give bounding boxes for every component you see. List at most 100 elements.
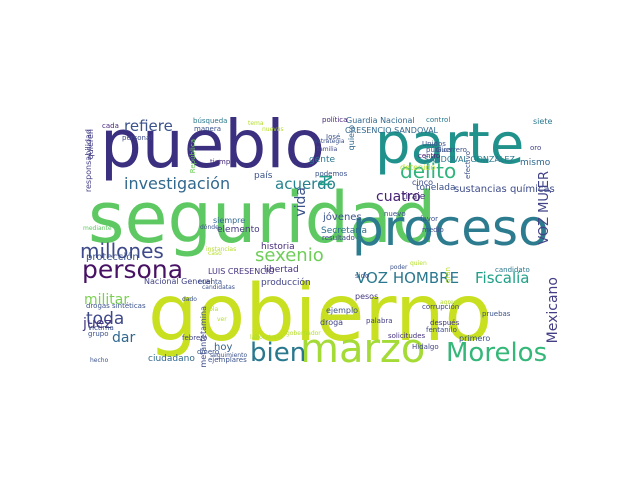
cloud-word: cuatro: [376, 189, 421, 205]
cloud-word: fentanilo: [426, 326, 457, 334]
word-cloud: gobierno seguridad pueblo parte proceso …: [80, 111, 560, 369]
cloud-word: marzo: [300, 326, 426, 369]
cloud-word: protección: [86, 252, 139, 263]
cloud-word: pueblo: [100, 111, 325, 183]
cloud-word: oro: [530, 144, 542, 152]
cloud-word: palabra: [366, 317, 393, 325]
cloud-word: agregó: [440, 299, 461, 306]
cloud-word: después: [430, 319, 460, 327]
cloud-word: nuevas: [262, 126, 284, 133]
cloud-word: democracia: [80, 139, 84, 227]
cloud-word: droga: [320, 318, 344, 327]
cloud-word: tema: [248, 120, 264, 127]
cloud-word: personal: [122, 134, 153, 142]
cloud-word: sustancias químicas: [454, 184, 555, 195]
cloud-word: VOZ MUJER: [537, 171, 552, 245]
cloud-word: historia: [261, 242, 295, 252]
cloud-word: siete: [533, 117, 553, 126]
cloud-word: drogas sintéticas: [86, 302, 146, 310]
cloud-word: VOZ HOMBRE: [356, 269, 460, 287]
cloud-word: cada: [102, 122, 119, 130]
cloud-word: ciudadano: [148, 354, 195, 364]
cloud-word: pública: [426, 146, 452, 154]
cloud-word: seguimiento: [210, 352, 248, 359]
cloud-word: gran: [444, 267, 452, 284]
cloud-word: estrategia: [314, 138, 345, 145]
cloud-word: pruebas: [482, 310, 511, 318]
cloud-word: medio: [422, 226, 444, 234]
cloud-word: sido: [355, 272, 370, 280]
cloud-word: favor: [420, 215, 439, 223]
cloud-word: candidato: [495, 266, 530, 274]
cloud-word: primero: [459, 334, 491, 343]
cloud-word: grupo: [88, 330, 109, 338]
cloud-word: siempre: [213, 216, 246, 225]
cloud-word: investigación: [124, 174, 231, 193]
cloud-word: solicitudes: [388, 332, 426, 340]
cloud-word: familia: [317, 146, 338, 153]
cloud-word: pesos: [355, 292, 379, 301]
cloud-word: bien: [250, 338, 307, 368]
cloud-word: gobernador: [286, 330, 321, 337]
cloud-word: instancias: [206, 246, 237, 253]
cloud-word: cinco: [412, 178, 433, 187]
cloud-word: sola: [206, 306, 219, 313]
cloud-word: producción: [261, 278, 311, 288]
cloud-word: Hidalgo: [412, 343, 439, 351]
cloud-word: candidatas: [202, 284, 235, 291]
cloud-word: Morelos: [446, 338, 548, 368]
cloud-word: país: [254, 171, 273, 181]
cloud-word: Unidos: [422, 140, 446, 148]
cloud-word: dónde: [200, 224, 219, 231]
cloud-word: responsabilidad: [84, 129, 93, 193]
cloud-word: LUIS CRESENCIO: [208, 267, 275, 276]
cloud-word: laboratorio: [250, 334, 283, 341]
cloud-word: toda: [86, 309, 125, 329]
cloud-word: febrero: [182, 334, 208, 342]
cloud-word: Guerrero: [436, 146, 467, 154]
cloud-word: mediante: [83, 225, 112, 232]
cloud-word: ver: [217, 316, 227, 323]
cloud-word: manera: [194, 125, 222, 133]
cloud-word: Secretaría: [321, 226, 367, 236]
cloud-word: Mexicano: [545, 277, 560, 344]
cloud-word: hecho: [90, 357, 109, 364]
cloud-word: tonelada: [416, 183, 456, 193]
cloud-word: persona: [82, 255, 184, 284]
cloud-word: dar: [112, 330, 136, 346]
cloud-word: CRESENCIO SANDOVAL: [345, 126, 438, 135]
cloud-word: República: [189, 139, 197, 174]
cloud-word: política: [322, 116, 348, 124]
cloud-word: caso: [208, 250, 222, 257]
cloud-word: ejemplares: [208, 356, 247, 364]
cloud-word: Fiscalía: [475, 269, 530, 287]
cloud-word: dado: [182, 296, 197, 303]
cloud-word: millones: [80, 239, 164, 263]
cloud-word: José: [326, 133, 341, 141]
cloud-word: poder: [390, 264, 408, 271]
cloud-word: podemos: [315, 170, 348, 178]
cloud-word: jóvenes: [323, 212, 362, 223]
cloud-word: seguridad: [88, 177, 437, 259]
cloud-word: resultado: [322, 234, 355, 242]
cloud-word: búsqueda: [193, 117, 228, 125]
cloud-word: gobierno: [148, 269, 493, 359]
cloud-word: SANDOVAL GONZÁLEZ: [424, 155, 515, 164]
cloud-word: corrupción: [422, 303, 460, 311]
cloud-word: mismo: [520, 158, 551, 168]
cloud-word: hoy: [214, 342, 233, 353]
cloud-word: víctima: [88, 324, 114, 332]
cloud-word: vida: [293, 187, 309, 217]
cloud-word: libertad: [264, 265, 299, 275]
cloud-word: dinero: [197, 348, 220, 356]
cloud-word: proceso: [352, 199, 549, 257]
cloud-word: ejemplo: [326, 306, 359, 315]
cloud-word: tiraje: [402, 192, 426, 202]
cloud-word: acuerdo: [275, 175, 336, 193]
cloud-word: juez: [83, 316, 112, 332]
cloud-word: Nacional General: [144, 277, 213, 286]
cloud-word: refiere: [124, 117, 173, 135]
cloud-word: parte: [375, 112, 525, 177]
cloud-word: quien: [410, 260, 427, 267]
cloud-word: gente: [309, 155, 336, 165]
